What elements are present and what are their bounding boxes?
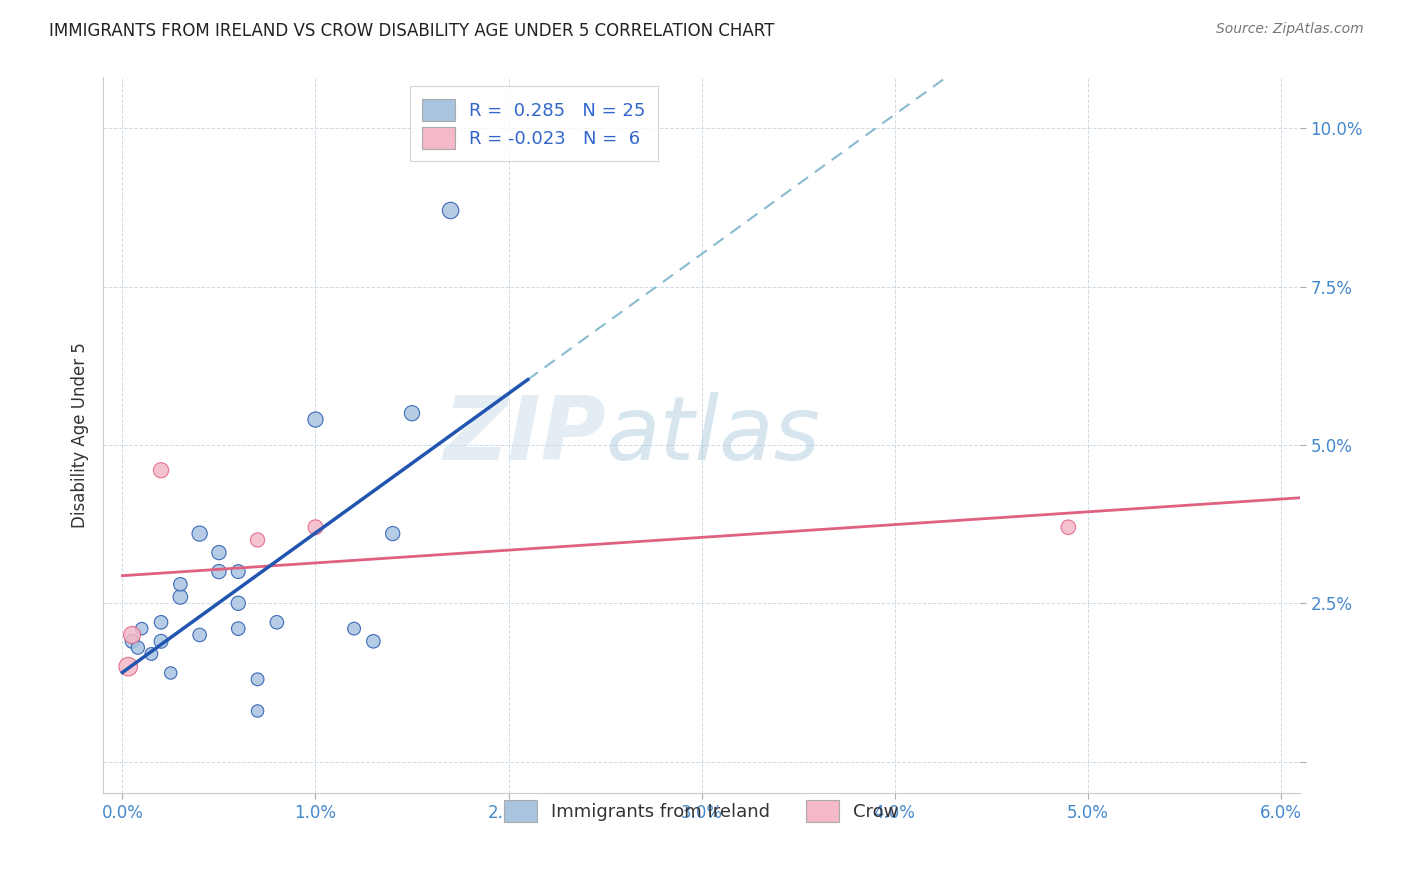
Point: [304, 412, 326, 426]
Point: [246, 704, 269, 718]
Point: [266, 615, 288, 630]
Point: [150, 615, 173, 630]
Point: [226, 596, 249, 610]
Point: [343, 622, 366, 636]
Point: [381, 526, 404, 541]
Point: [127, 640, 149, 655]
Point: [121, 628, 143, 642]
Point: [141, 647, 163, 661]
Point: [439, 203, 461, 218]
Text: IMMIGRANTS FROM IRELAND VS CROW DISABILITY AGE UNDER 5 CORRELATION CHART: IMMIGRANTS FROM IRELAND VS CROW DISABILI…: [49, 22, 775, 40]
Point: [1057, 520, 1080, 534]
Text: atlas: atlas: [606, 392, 821, 478]
Point: [208, 565, 231, 579]
Point: [131, 622, 153, 636]
Text: Source: ZipAtlas.com: Source: ZipAtlas.com: [1216, 22, 1364, 37]
Point: [150, 463, 173, 477]
Point: [169, 577, 191, 591]
Point: [246, 673, 269, 687]
Point: [208, 546, 231, 560]
Point: [304, 520, 326, 534]
Point: [169, 590, 191, 604]
Point: [159, 665, 181, 680]
Point: [226, 622, 249, 636]
Legend: Immigrants from Ireland, Crow: Immigrants from Ireland, Crow: [492, 787, 911, 834]
Point: [246, 533, 269, 547]
Point: [188, 526, 211, 541]
Point: [188, 628, 211, 642]
Point: [363, 634, 385, 648]
Point: [226, 565, 249, 579]
Point: [117, 659, 139, 673]
Point: [121, 634, 143, 648]
Point: [150, 634, 173, 648]
Y-axis label: Disability Age Under 5: Disability Age Under 5: [72, 343, 89, 528]
Point: [401, 406, 423, 420]
Text: ZIP: ZIP: [443, 392, 606, 479]
